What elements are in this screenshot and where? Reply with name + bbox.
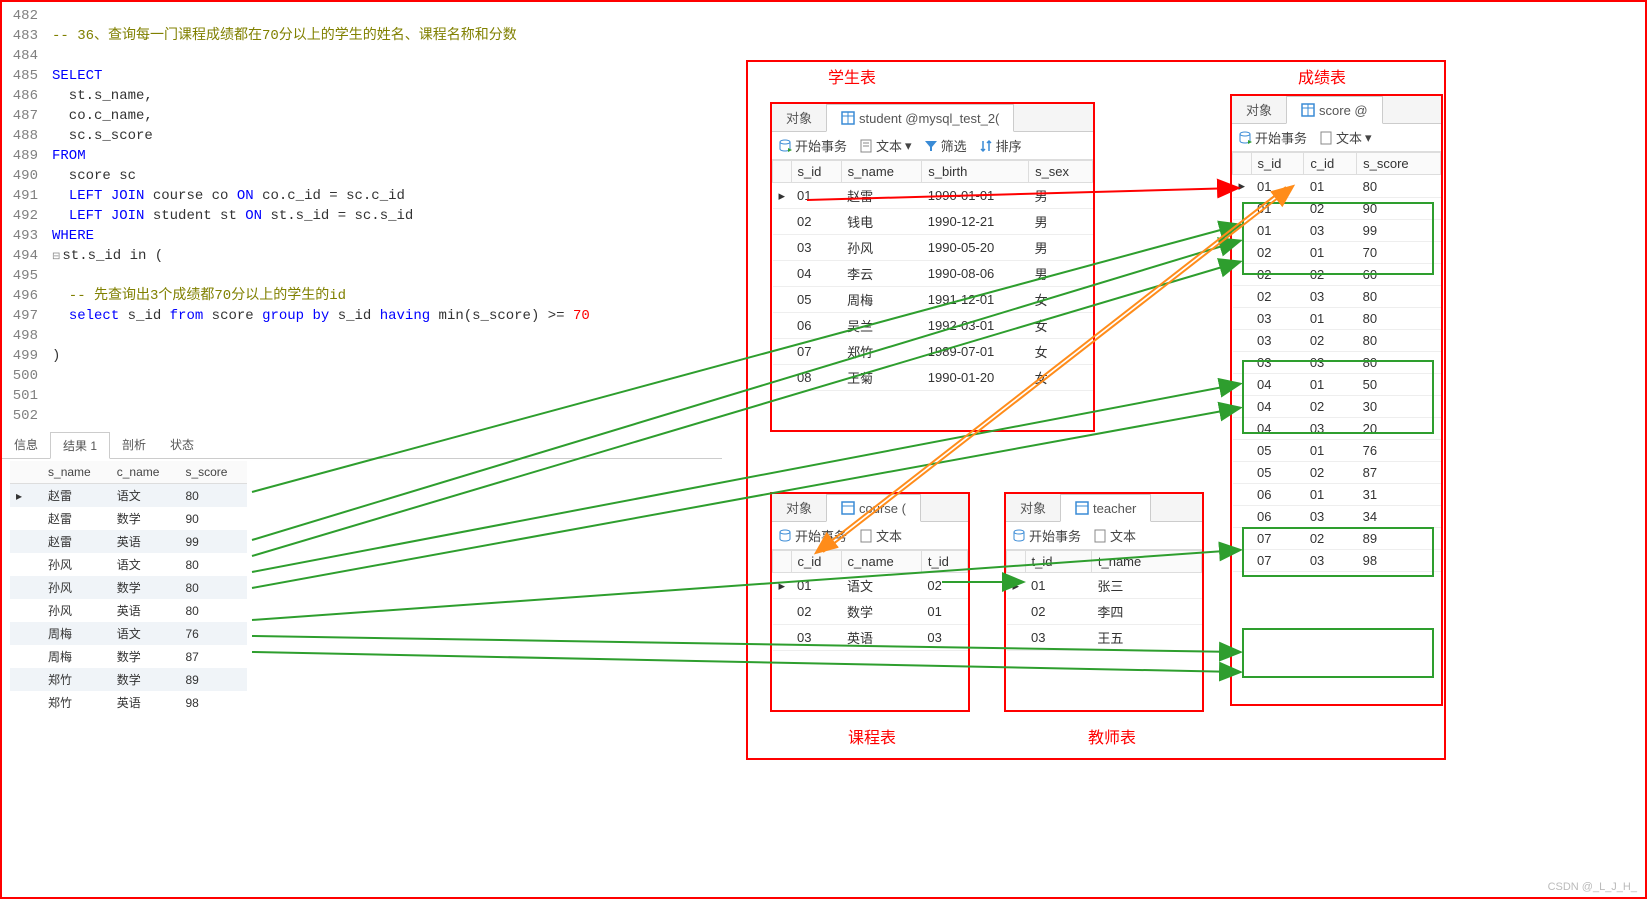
result-row[interactable]: 赵雷数学90 [10,507,247,530]
table-icon [1075,501,1089,515]
result-row[interactable]: 周梅数学87 [10,645,247,668]
table-row[interactable]: 010399 [1233,220,1441,242]
table-row[interactable]: 060131 [1233,484,1441,506]
result-tab[interactable]: 信息 [2,432,50,458]
table-row[interactable]: 020170 [1233,242,1441,264]
result-row[interactable]: 郑竹数学89 [10,668,247,691]
object-tab[interactable]: 对象 [772,494,826,521]
doc-icon [1093,529,1107,543]
text-btn[interactable]: 文本 [1093,526,1136,545]
result-row[interactable]: 周梅语文76 [10,622,247,645]
table-row[interactable]: 05周梅1991-12-01女 [773,287,1093,313]
result-tab[interactable]: 剖析 [110,432,158,458]
object-tab[interactable]: 对象 [772,104,826,131]
table-row[interactable]: 010290 [1233,198,1441,220]
teacher-title: 教师表 [1062,724,1162,748]
result-row[interactable]: ▸赵雷语文80 [10,484,247,508]
teacher-table: t_idt_name▸01张三02李四03王五 [1006,550,1202,651]
doc-icon [859,529,873,543]
text-btn[interactable]: 文本 ▾ [1319,128,1372,147]
score-title: 成绩表 [1272,64,1372,88]
table-row[interactable]: 050176 [1233,440,1441,462]
table-row[interactable]: ▸01赵雷1990-01-01男 [773,183,1093,209]
teacher-panel: 对象 teacher 开始事务 文本 t_idt_name▸01张三02李四03… [1004,492,1204,712]
text-btn[interactable]: 文本 ▾ [859,136,912,155]
result-row[interactable]: 孙风数学80 [10,576,247,599]
doc-icon [1319,131,1333,145]
funnel-icon [924,139,938,153]
begin-tx-btn[interactable]: 开始事务 [778,136,847,155]
score-panel: 对象 score @ 开始事务 文本 ▾ s_idc_ids_score▸010… [1230,94,1443,706]
table-row[interactable]: 070289 [1233,528,1441,550]
table-row[interactable]: 040150 [1233,374,1441,396]
filter-btn[interactable]: 筛选 [924,136,967,155]
course-panel: 对象 course ( 开始事务 文本 c_idc_namet_id▸01语文0… [770,492,970,712]
table-icon [1301,103,1315,117]
table-row[interactable]: 02李四 [1007,599,1202,625]
table-row[interactable]: 02钱电1990-12-21男 [773,209,1093,235]
table-row[interactable]: 030180 [1233,308,1441,330]
db-icon [778,529,792,543]
table-row[interactable]: ▸01语文02 [773,573,968,599]
course-tab[interactable]: course ( [826,494,921,522]
db-icon [778,139,792,153]
course-table: c_idc_namet_id▸01语文0202数学0103英语03 [772,550,968,651]
table-row[interactable]: 070398 [1233,550,1441,572]
sort-icon [979,139,993,153]
teacher-tab[interactable]: teacher [1060,494,1151,522]
table-row[interactable]: 02数学01 [773,599,968,625]
db-icon [1238,131,1252,145]
result-row[interactable]: 郑竹英语98 [10,691,247,714]
table-row[interactable]: 020380 [1233,286,1441,308]
begin-tx-btn[interactable]: 开始事务 [778,526,847,545]
result-tabs: 信息结果 1剖析状态 [2,432,722,459]
result-tab[interactable]: 状态 [158,432,206,458]
result-row[interactable]: 孙风英语80 [10,599,247,622]
table-row[interactable]: 030380 [1233,352,1441,374]
table-row[interactable]: ▸01张三 [1007,573,1202,599]
object-tab[interactable]: 对象 [1006,494,1060,521]
doc-icon [859,139,873,153]
table-row[interactable]: 040230 [1233,396,1441,418]
table-row[interactable]: 07郑竹1989-07-01女 [773,339,1093,365]
table-row[interactable]: 04李云1990-08-06男 [773,261,1093,287]
result-tab[interactable]: 结果 1 [50,432,110,459]
table-row[interactable]: 03王五 [1007,625,1202,651]
table-row[interactable]: 03孙风1990-05-20男 [773,235,1093,261]
course-title: 课程表 [822,724,922,748]
text-btn[interactable]: 文本 [859,526,902,545]
student-tab[interactable]: student @mysql_test_2( [826,104,1014,132]
object-tab[interactable]: 对象 [1232,96,1286,123]
student-title: 学生表 [802,64,902,88]
table-row[interactable]: 060334 [1233,506,1441,528]
main-container: 482483-- 36、查询每一门课程成绩都在70分以上的学生的姓名、课程名称和… [0,0,1647,899]
table-row[interactable]: 040320 [1233,418,1441,440]
table-row[interactable]: 08王菊1990-01-20女 [773,365,1093,391]
student-table: s_ids_names_births_sex▸01赵雷1990-01-01男02… [772,160,1093,391]
score-table: s_idc_ids_score▸010180010290010399020170… [1232,152,1441,572]
table-row[interactable]: 06吴兰1992-03-01女 [773,313,1093,339]
table-row[interactable]: 03英语03 [773,625,968,651]
table-row[interactable]: 050287 [1233,462,1441,484]
result-row[interactable]: 赵雷英语99 [10,530,247,553]
result-table: s_namec_names_score▸赵雷语文80赵雷数学90赵雷英语99孙风… [10,461,247,714]
sort-btn[interactable]: 排序 [979,136,1022,155]
result-row[interactable]: 孙风语文80 [10,553,247,576]
table-icon [841,111,855,125]
table-row[interactable]: 020260 [1233,264,1441,286]
table-row[interactable]: 030280 [1233,330,1441,352]
table-row[interactable]: ▸010180 [1233,175,1441,198]
begin-tx-btn[interactable]: 开始事务 [1238,128,1307,147]
table-icon [841,501,855,515]
watermark: CSDN @_L_J_H_ [1548,881,1637,893]
begin-tx-btn[interactable]: 开始事务 [1012,526,1081,545]
db-icon [1012,529,1026,543]
score-tab[interactable]: score @ [1286,96,1383,124]
student-panel: 对象 student @mysql_test_2( 开始事务 文本 ▾ 筛选 排… [770,102,1095,432]
